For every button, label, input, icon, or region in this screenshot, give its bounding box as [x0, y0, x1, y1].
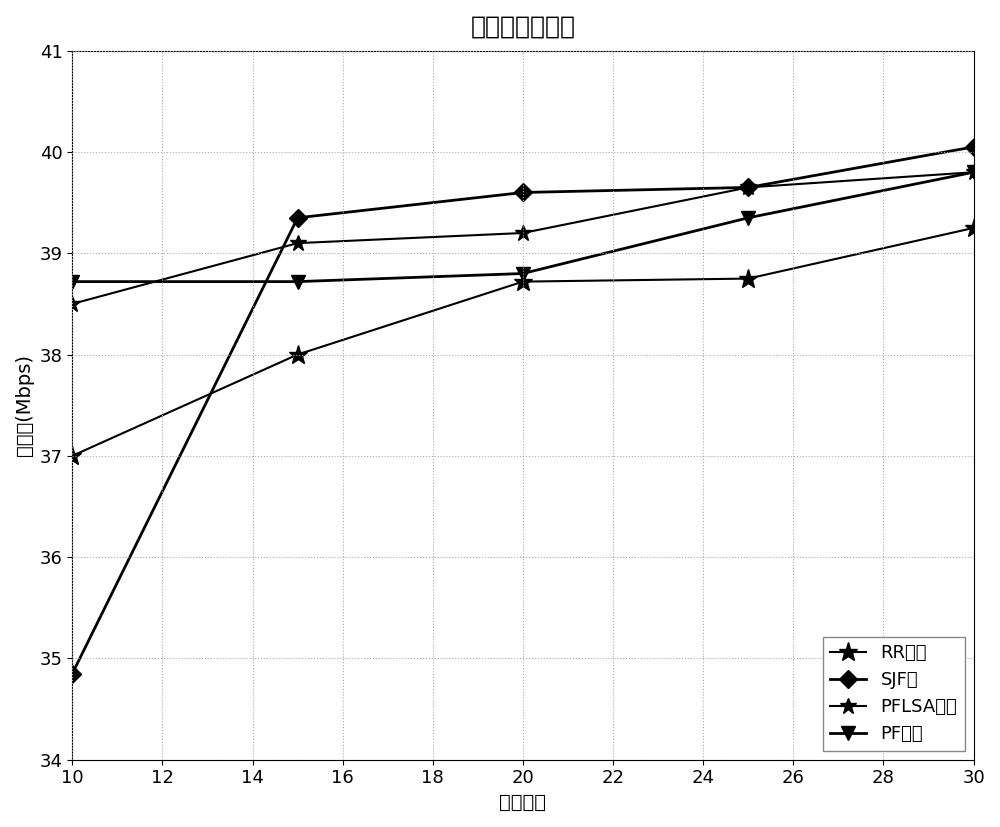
PF算法 [742, 213, 754, 222]
RR算法 [517, 277, 529, 287]
Title: 系统吞吐量统计: 系统吞吐量统计 [470, 15, 575, 39]
RR算法 [292, 350, 304, 360]
Line: PFLSA算法: PFLSA算法 [64, 164, 982, 313]
Line: PF算法: PF算法 [65, 165, 981, 289]
PFLSA算法 [66, 299, 78, 308]
PFLSA算法 [968, 167, 980, 177]
SJF法 [292, 213, 304, 222]
RR算法 [968, 223, 980, 233]
SJF法 [968, 142, 980, 152]
SJF法 [742, 183, 754, 193]
Y-axis label: 吞吐量(Mbps): 吞吐量(Mbps) [15, 354, 34, 457]
PF算法 [66, 277, 78, 287]
Line: RR算法: RR算法 [63, 218, 983, 466]
PF算法 [292, 277, 304, 287]
PFLSA算法 [517, 228, 529, 238]
RR算法 [66, 451, 78, 461]
PFLSA算法 [742, 183, 754, 193]
SJF法 [517, 188, 529, 198]
PF算法 [968, 167, 980, 177]
Legend: RR算法, SJF法, PFLSA算法, PF算法: RR算法, SJF法, PFLSA算法, PF算法 [823, 637, 965, 751]
RR算法 [742, 274, 754, 284]
PF算法 [517, 269, 529, 279]
SJF法 [66, 669, 78, 679]
PFLSA算法 [292, 238, 304, 248]
Line: SJF法: SJF法 [66, 141, 980, 680]
X-axis label: 用户数量: 用户数量 [499, 793, 546, 812]
